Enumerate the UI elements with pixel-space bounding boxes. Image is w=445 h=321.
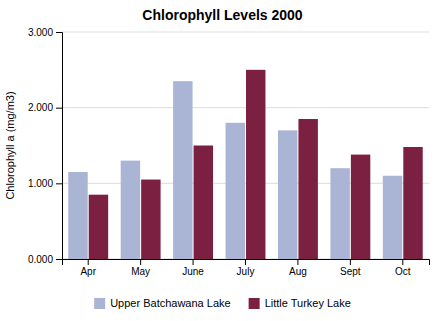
bars (68, 70, 422, 259)
bar (68, 172, 87, 259)
grid-line (62, 183, 429, 184)
y-tick: 2.000 (28, 102, 62, 113)
plot: 0.000 1.000 2.000 3.000 Apr May June July Aug Sep… (28, 27, 430, 277)
x-tick-label: Oct (395, 266, 411, 277)
bar (141, 180, 160, 259)
y-tick-label: 3.000 (28, 27, 53, 38)
grid (62, 32, 429, 259)
y-tick-label: 2.000 (28, 102, 53, 113)
grid-line (62, 107, 429, 108)
bar (226, 123, 245, 259)
x-axis-line (63, 260, 430, 266)
x-tick-label: May (131, 266, 150, 277)
x-tick: July (237, 259, 255, 277)
y-axis-line (56, 33, 63, 260)
x-tick-mark (245, 259, 246, 265)
series (89, 70, 423, 259)
bar (173, 81, 192, 259)
legend-item: Little Turkey Lake (249, 297, 351, 309)
x-tick-mark (350, 259, 351, 265)
x-tick: June (182, 259, 204, 277)
y-axis-title: Chlorophyll a (mg/m3) (4, 91, 16, 199)
x-tick-label: June (182, 266, 204, 277)
x-tick-mark (193, 259, 194, 265)
legend-label: Little Turkey Lake (265, 297, 351, 309)
bar (298, 119, 317, 259)
bar (278, 130, 297, 259)
y-tick-mark (56, 183, 62, 184)
y-tick-mark (56, 259, 62, 260)
chart: Chlorophyll Levels 2000 0.000 1.000 2.000 3.… (0, 0, 445, 321)
x-tick: Apr (80, 259, 96, 277)
y-tick: 3.000 (28, 27, 62, 38)
x-tick-mark (402, 259, 403, 265)
x-tick: Sept (340, 259, 361, 277)
bar (194, 146, 213, 260)
x-tick: Oct (395, 259, 411, 277)
series (68, 81, 402, 259)
grid-line (62, 32, 429, 33)
x-tick-label: Sept (340, 266, 361, 277)
y-tick-mark (56, 32, 62, 33)
bar (351, 155, 370, 259)
bar (121, 161, 140, 259)
x-tick-label: July (237, 266, 255, 277)
bar (383, 176, 402, 259)
y-tick: 1.000 (28, 178, 62, 189)
legend-swatch (249, 298, 260, 309)
x-tick: May (131, 259, 150, 277)
legend-swatch (94, 298, 105, 309)
bar (330, 168, 349, 259)
y-tick: 0.000 (28, 254, 62, 265)
bar (89, 195, 108, 259)
x-tick-label: Aug (289, 266, 307, 277)
y-tick-mark (56, 108, 62, 109)
legend: Upper Batchawana Lake Little Turkey Lake (94, 297, 351, 309)
legend-label: Upper Batchawana Lake (110, 297, 230, 309)
x-tick-mark (297, 259, 298, 265)
y-tick-label: 1.000 (28, 178, 53, 189)
y-tick-label: 0.000 (28, 254, 53, 265)
x-tick-mark (88, 259, 89, 265)
y-axis: 0.000 1.000 2.000 3.000 (28, 27, 63, 265)
x-tick-label: Apr (80, 266, 96, 277)
x-tick: Aug (289, 259, 307, 277)
title: Chlorophyll Levels 2000 (142, 7, 302, 23)
x-tick-mark (140, 259, 141, 265)
legend-item: Upper Batchawana Lake (94, 297, 230, 309)
bar (246, 70, 265, 259)
x-axis: Apr May June July Aug Sept Oct (63, 259, 430, 277)
bar (403, 147, 422, 259)
